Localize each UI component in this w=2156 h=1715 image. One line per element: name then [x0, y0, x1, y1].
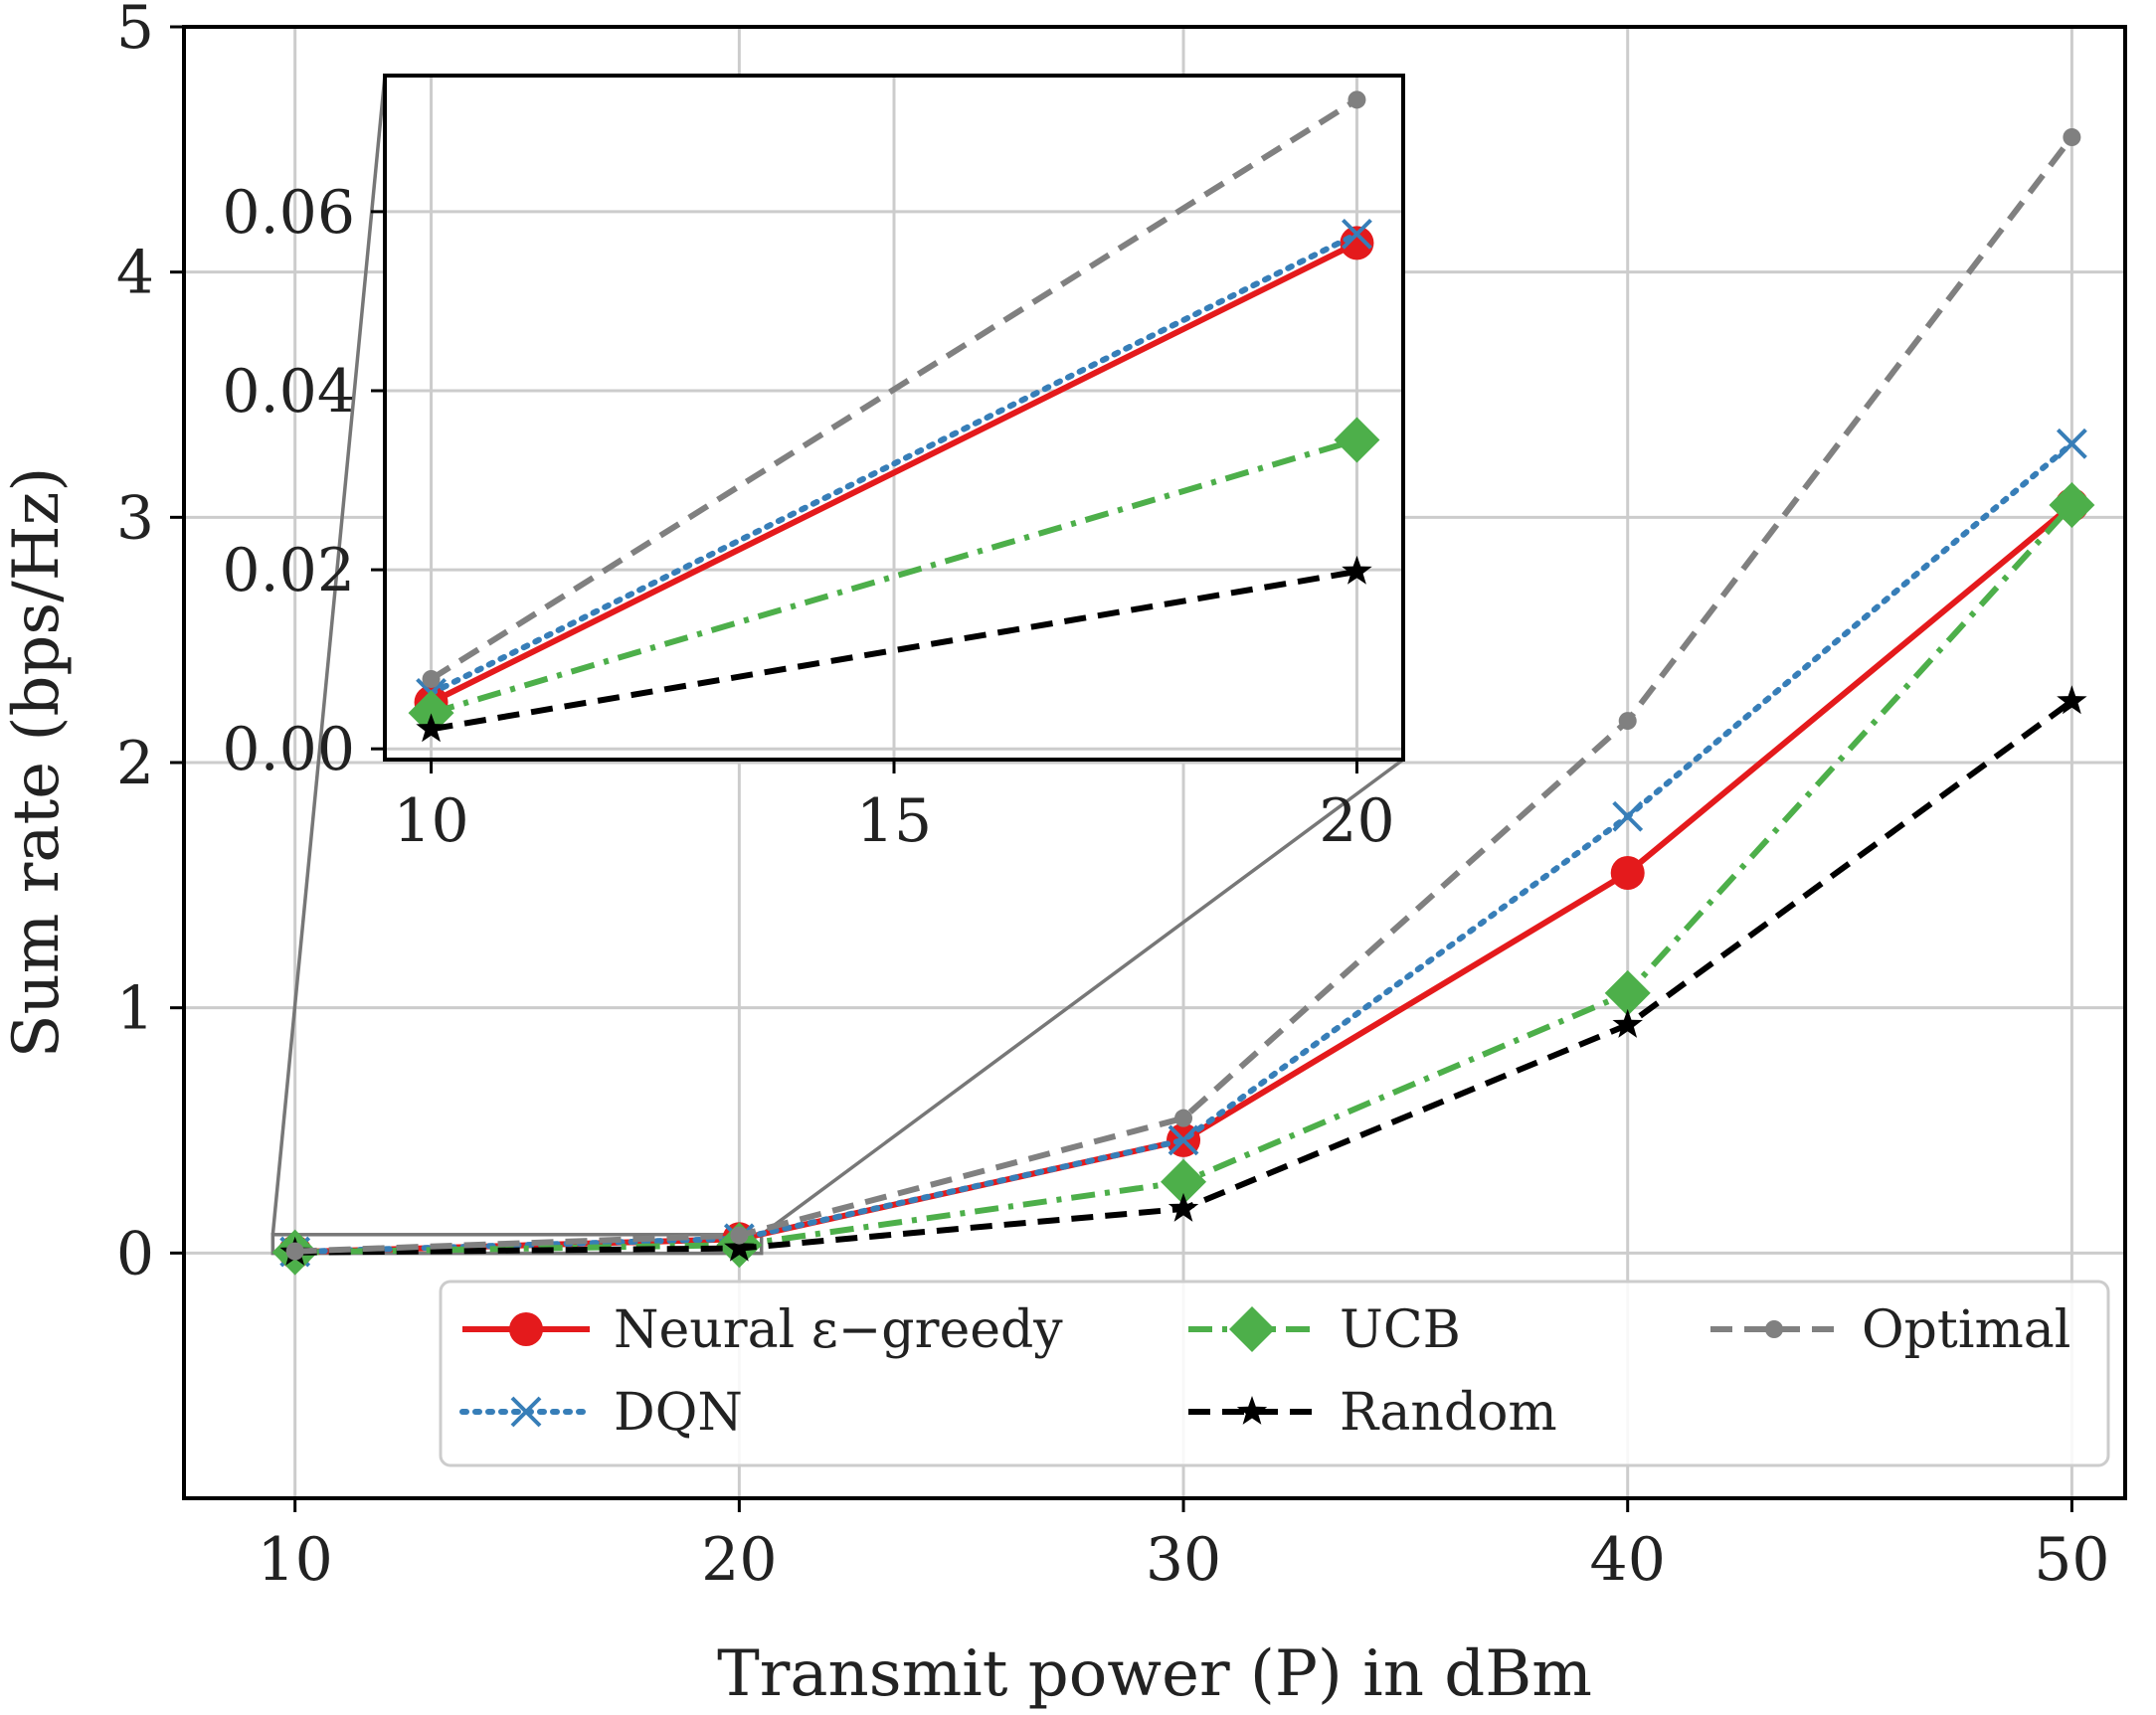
inset-x-tick-label-10: 10: [393, 786, 468, 856]
legend-label-dqn: DQN: [614, 1383, 743, 1443]
y-axis-title: Sum rate (bps/Hz): [0, 467, 74, 1059]
inset-series-line-random: [430, 568, 1358, 733]
data-point-random-40: [1612, 1008, 1643, 1038]
legend-item-optimal: Optimal: [1710, 1300, 2070, 1360]
inset-data-point-optimal-20: [1348, 90, 1366, 109]
inset-data-point-random-20: [1342, 555, 1372, 585]
inset-series-line-neural-greedy: [430, 240, 1358, 706]
inset-data-point-random-10: [416, 713, 447, 743]
data-point-optimal-20: [730, 1226, 749, 1245]
data-point-random-30: [1168, 1192, 1199, 1222]
x-tick-label-40: 40: [1590, 1525, 1666, 1595]
legend-swatch-marker-optimal: [1765, 1320, 1783, 1338]
data-point-dqn-40: [1612, 800, 1644, 832]
inset-axis-ticks: 10 15 20 0.00 0.02 0.04 0.06: [222, 178, 1394, 856]
main-axis-ticks: 10 20 30 40 50 0 1 2 3 4 5: [116, 0, 2110, 1595]
zoom-connector-right: [760, 758, 1405, 1237]
legend-swatch-marker-neural-greedy: [509, 1312, 543, 1346]
y-tick-label-2: 2: [116, 729, 154, 798]
legend-item-dqn: DQN: [459, 1383, 743, 1443]
series-line-dqn: [291, 440, 2075, 1256]
data-point-neural-greedy-40: [1610, 856, 1645, 890]
data-point-optimal-40: [1618, 712, 1637, 731]
x-tick-label-20: 20: [701, 1525, 777, 1595]
inset-y-tick-label-3: 0.06: [222, 178, 355, 248]
x-axis-title: Transmit power (P) in dBm: [717, 1637, 1592, 1711]
data-point-optimal-10: [285, 1242, 304, 1261]
x-tick-label-10: 10: [257, 1525, 332, 1595]
series-optimal: [285, 128, 2081, 1261]
inset-series-line-dqn: [428, 231, 1360, 697]
zoom-connector-left: [270, 75, 387, 1235]
legend-swatch-marker-random: [1236, 1396, 1268, 1425]
legend-swatch-marker-ucb: [1229, 1306, 1275, 1352]
data-point-dqn-50: [2056, 428, 2087, 459]
inset-y-tick-label-1: 0.02: [222, 536, 355, 605]
legend-item-random: Random: [1188, 1383, 1557, 1443]
y-tick-label-4: 4: [116, 239, 154, 308]
legend-label-neural-greedy: Neural ε−greedy: [614, 1300, 1063, 1360]
x-tick-label-30: 30: [1146, 1525, 1221, 1595]
legend-label-ucb: UCB: [1340, 1300, 1461, 1360]
inset-x-tick-label-20: 20: [1319, 786, 1394, 856]
legend-item-ucb: UCB: [1188, 1300, 1461, 1360]
legend-box: [439, 1280, 2110, 1467]
inset-y-tick-label-0: 0.00: [222, 715, 355, 784]
legend-swatch-marker-dqn: [510, 1396, 542, 1428]
inset-series-optimal: [422, 90, 1366, 688]
legend-label-random: Random: [1340, 1383, 1557, 1443]
y-tick-label-1: 1: [116, 974, 154, 1044]
inset-series-line-ucb: [430, 436, 1358, 717]
inset-data-point-optimal-10: [422, 669, 441, 688]
inset-zoom-plot: 10 15 20 0.00 0.02 0.04 0.06: [222, 74, 1405, 856]
data-point-random-50: [2057, 685, 2087, 715]
data-point-ucb-30: [1161, 1158, 1207, 1205]
legend-item-neural-greedy: Neural ε−greedy: [462, 1300, 1063, 1360]
inset-series-random: [416, 555, 1372, 743]
y-tick-label-3: 3: [116, 483, 154, 553]
data-point-optimal-30: [1174, 1109, 1193, 1127]
inset-x-tick-label-15: 15: [856, 786, 932, 856]
data-point-ucb-40: [1604, 969, 1651, 1016]
data-point-random-20: [724, 1232, 755, 1262]
data-point-optimal-50: [2063, 128, 2081, 146]
x-tick-label-50: 50: [2034, 1525, 2109, 1595]
inset-data-point-neural-greedy-20: [1340, 226, 1374, 260]
y-tick-label-5: 5: [116, 0, 154, 63]
main-series-layer: [271, 128, 2095, 1276]
inset-data-point-dqn-20: [1342, 218, 1372, 250]
inset-series-line-optimal: [429, 96, 1359, 682]
data-point-dqn-30: [1168, 1124, 1199, 1156]
data-point-ucb-50: [2049, 482, 2095, 528]
y-tick-label-0: 0: [116, 1219, 154, 1288]
legend-label-optimal: Optimal: [1862, 1300, 2070, 1360]
inset-series-layer: [408, 90, 1380, 743]
inset-data-point-ucb-20: [1334, 417, 1380, 463]
series-line-optimal: [294, 135, 2074, 1255]
inset-y-tick-label-2: 0.04: [222, 357, 355, 427]
legend: Neural ε−greedy UCB Optimal DQN Random: [439, 1280, 2110, 1467]
